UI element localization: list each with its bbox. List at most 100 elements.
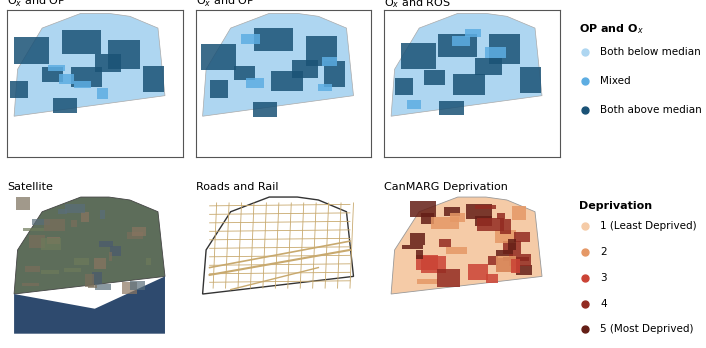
Polygon shape	[100, 210, 104, 219]
Polygon shape	[495, 230, 515, 243]
Polygon shape	[509, 254, 531, 266]
Polygon shape	[417, 279, 438, 284]
Polygon shape	[58, 209, 67, 214]
Polygon shape	[401, 43, 436, 69]
Polygon shape	[512, 206, 526, 220]
Text: Both below median: Both below median	[600, 47, 701, 57]
Polygon shape	[85, 274, 94, 287]
Polygon shape	[71, 220, 77, 228]
Text: Roads and Rail: Roads and Rail	[196, 182, 278, 192]
Polygon shape	[450, 213, 465, 222]
Polygon shape	[444, 207, 460, 216]
Polygon shape	[241, 34, 261, 44]
Polygon shape	[485, 47, 506, 58]
Polygon shape	[74, 81, 91, 88]
Polygon shape	[503, 257, 529, 261]
Polygon shape	[48, 65, 64, 71]
Polygon shape	[109, 252, 112, 261]
Polygon shape	[318, 84, 332, 90]
Polygon shape	[391, 13, 542, 116]
Polygon shape	[14, 197, 165, 294]
Polygon shape	[62, 30, 101, 54]
Polygon shape	[409, 201, 436, 216]
Polygon shape	[465, 29, 481, 37]
Polygon shape	[95, 54, 121, 72]
Polygon shape	[210, 80, 228, 98]
Polygon shape	[99, 241, 113, 247]
Polygon shape	[421, 256, 445, 273]
Text: Deprivation: Deprivation	[579, 201, 652, 212]
Polygon shape	[234, 66, 255, 80]
Text: Both above median: Both above median	[600, 105, 702, 115]
Polygon shape	[65, 204, 85, 213]
Polygon shape	[25, 266, 40, 272]
Polygon shape	[11, 81, 28, 98]
Polygon shape	[416, 250, 424, 259]
Polygon shape	[515, 265, 532, 275]
Polygon shape	[496, 256, 516, 272]
Text: O$_x$ and ROS: O$_x$ and ROS	[384, 0, 451, 10]
Polygon shape	[41, 270, 59, 274]
Polygon shape	[496, 258, 520, 272]
Polygon shape	[133, 228, 146, 236]
Polygon shape	[122, 282, 137, 294]
Polygon shape	[254, 27, 292, 51]
Polygon shape	[81, 212, 89, 222]
Polygon shape	[514, 232, 530, 242]
Polygon shape	[421, 213, 434, 224]
Polygon shape	[497, 213, 505, 219]
Polygon shape	[520, 67, 541, 93]
Polygon shape	[47, 237, 60, 244]
Polygon shape	[391, 197, 542, 294]
Text: 5 (Most Deprived): 5 (Most Deprived)	[600, 324, 694, 334]
Polygon shape	[324, 61, 345, 87]
Polygon shape	[92, 272, 102, 284]
Text: O$_x$ and OP$^{GSH}$: O$_x$ and OP$^{GSH}$	[196, 0, 272, 10]
Polygon shape	[508, 239, 516, 250]
Polygon shape	[446, 247, 467, 254]
Polygon shape	[127, 232, 143, 239]
Polygon shape	[71, 66, 102, 87]
Polygon shape	[323, 57, 337, 65]
Polygon shape	[246, 78, 264, 88]
Polygon shape	[74, 258, 89, 266]
Polygon shape	[203, 197, 354, 294]
Polygon shape	[306, 36, 337, 66]
Polygon shape	[437, 269, 460, 287]
Text: CanMARG Deprivation: CanMARG Deprivation	[384, 182, 508, 192]
Polygon shape	[486, 274, 498, 283]
Polygon shape	[477, 218, 504, 231]
Text: 1 (Least Deprived): 1 (Least Deprived)	[600, 221, 697, 231]
Polygon shape	[146, 258, 151, 265]
Polygon shape	[489, 34, 520, 64]
Polygon shape	[424, 70, 445, 85]
Polygon shape	[40, 238, 61, 250]
Polygon shape	[32, 219, 49, 225]
Polygon shape	[488, 256, 498, 265]
Polygon shape	[13, 37, 49, 64]
Polygon shape	[438, 34, 477, 57]
Polygon shape	[452, 36, 469, 46]
Polygon shape	[42, 68, 64, 82]
Text: OP and O$_x$: OP and O$_x$	[579, 22, 644, 36]
Text: 4: 4	[600, 299, 607, 309]
Polygon shape	[271, 71, 303, 91]
Polygon shape	[500, 219, 511, 235]
Polygon shape	[466, 204, 492, 219]
Polygon shape	[416, 255, 438, 270]
Polygon shape	[29, 235, 45, 248]
Text: 2: 2	[600, 247, 607, 257]
Text: O$_x$ and OP$^{AA}$: O$_x$ and OP$^{AA}$	[7, 0, 76, 10]
Polygon shape	[475, 205, 496, 209]
Polygon shape	[23, 228, 44, 231]
Text: Satellite: Satellite	[7, 182, 53, 192]
Polygon shape	[407, 100, 421, 109]
Polygon shape	[97, 88, 108, 99]
Polygon shape	[496, 250, 513, 256]
Polygon shape	[402, 245, 423, 249]
Polygon shape	[475, 216, 491, 226]
Text: 3: 3	[600, 273, 607, 283]
Polygon shape	[439, 101, 464, 116]
Polygon shape	[59, 74, 74, 84]
Text: Mixed: Mixed	[600, 76, 631, 86]
